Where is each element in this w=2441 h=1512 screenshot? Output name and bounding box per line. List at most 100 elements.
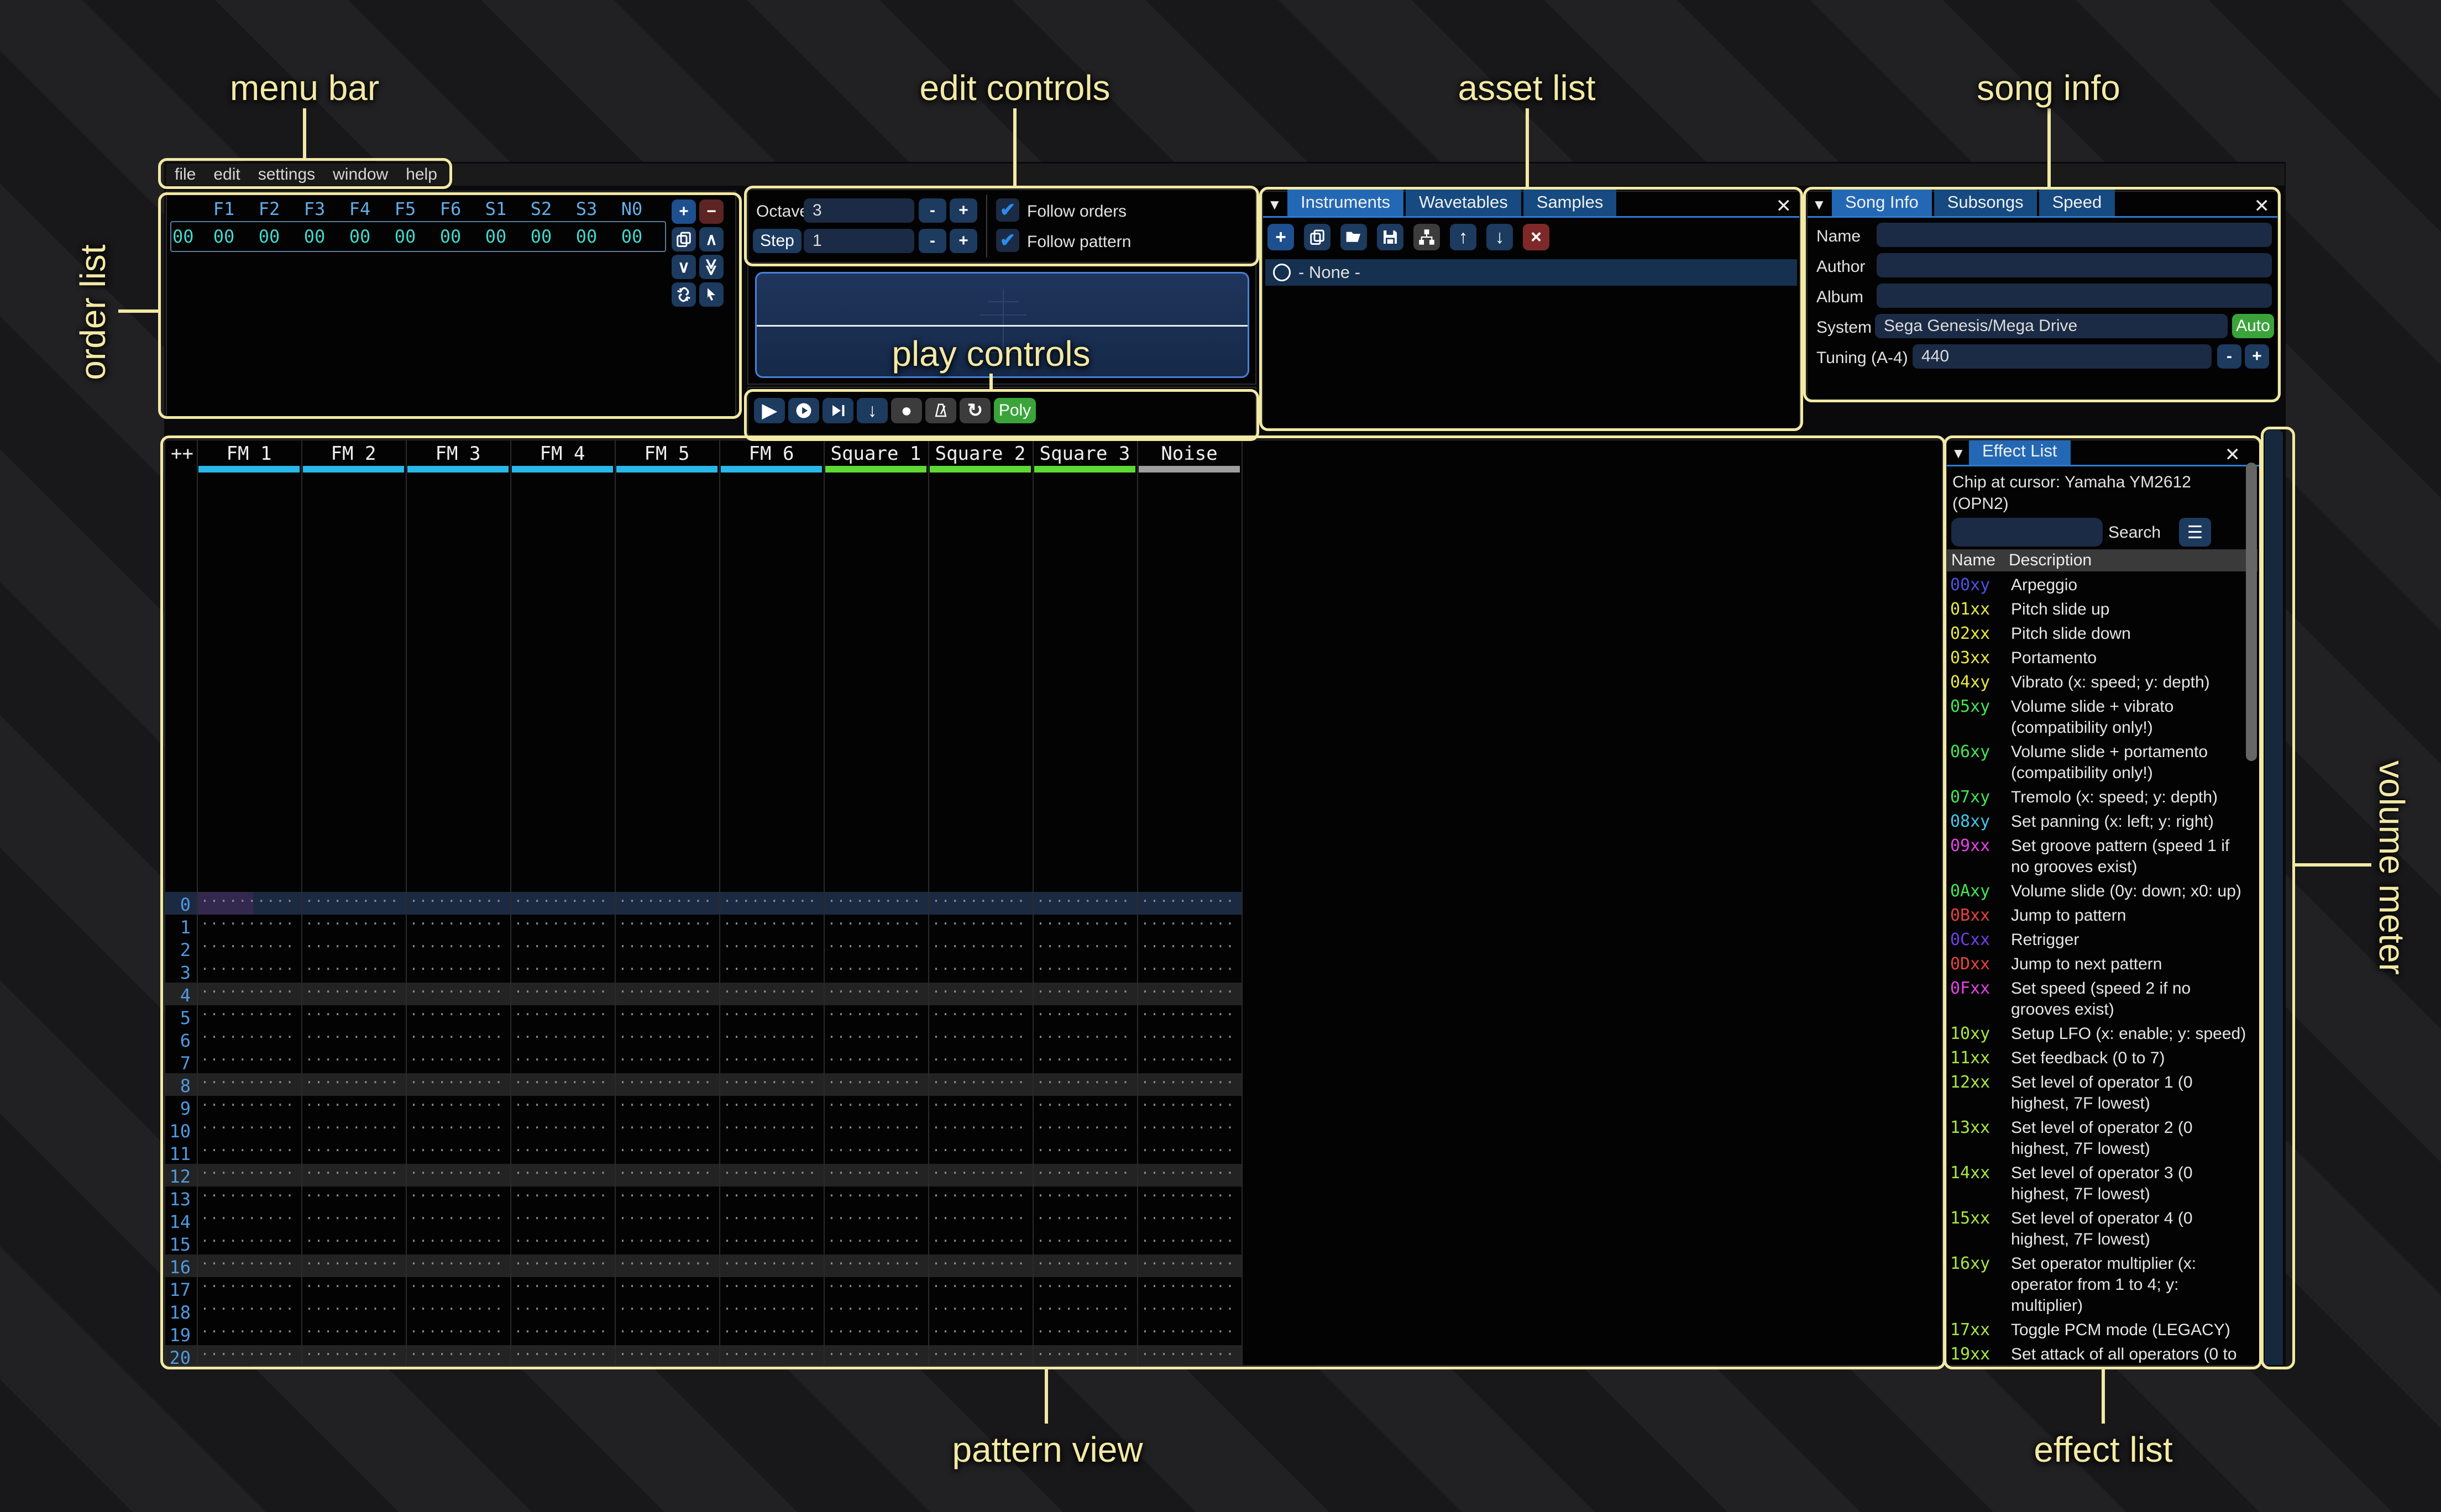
pattern-cell[interactable]: ··········· — [1141, 916, 1238, 932]
effect-row-01xx[interactable]: 01xx Pitch slide up — [1947, 597, 2250, 622]
pattern-cell[interactable]: ··········· — [305, 1074, 402, 1090]
pattern-cell[interactable]: ··········· — [932, 1210, 1029, 1226]
pattern-cell[interactable]: ··········· — [410, 1074, 507, 1090]
pattern-cell[interactable]: ··········· — [1036, 1346, 1134, 1362]
pattern-cell[interactable]: ··········· — [932, 1324, 1029, 1340]
pattern-cell[interactable]: ··········· — [932, 1006, 1029, 1022]
pattern-cursor-cell[interactable] — [197, 892, 253, 915]
save-asset-button[interactable] — [1377, 224, 1403, 250]
pattern-cell[interactable]: ··········· — [410, 1120, 507, 1136]
effect-row-17xx[interactable]: 17xx Toggle PCM mode (LEGACY) — [1947, 1318, 2250, 1342]
pattern-cell[interactable]: ··········· — [1141, 1097, 1238, 1113]
pattern-cell[interactable]: ··········· — [1036, 893, 1134, 909]
pattern-cell[interactable]: ··········· — [1036, 961, 1134, 977]
octave-plus-button[interactable]: + — [950, 198, 977, 223]
add-order-button[interactable]: + — [672, 200, 696, 224]
menu-item-help[interactable]: help — [406, 165, 437, 183]
pattern-cell[interactable]: ··········· — [410, 1029, 507, 1045]
effect-row-07xy[interactable]: 07xy Tremolo (x: speed; y: depth) — [1947, 785, 2250, 810]
pattern-cell[interactable]: ··········· — [932, 1052, 1029, 1068]
pattern-cell[interactable]: ··········· — [1036, 1052, 1134, 1068]
pattern-cell[interactable]: ··········· — [932, 916, 1029, 932]
pattern-cell[interactable]: ··········· — [514, 893, 611, 909]
order-cell[interactable]: 00 — [394, 226, 416, 247]
pattern-cell[interactable]: ··········· — [514, 916, 611, 932]
pattern-cell[interactable]: ··········· — [305, 1256, 402, 1272]
effect-row-16xy[interactable]: 16xy Set operator multiplier (x: operator… — [1947, 1252, 2250, 1318]
step-minus-button[interactable]: - — [919, 229, 946, 253]
pattern-cell[interactable]: ··········· — [201, 1233, 298, 1249]
system-input[interactable] — [1875, 314, 2228, 338]
pattern-cell[interactable]: ··········· — [514, 961, 611, 977]
channel-header-noise[interactable]: Noise — [1161, 443, 1218, 465]
pattern-cell[interactable]: ··········· — [1141, 893, 1238, 909]
pattern-cell[interactable]: ··········· — [932, 1142, 1029, 1158]
pattern-cell[interactable]: ··········· — [827, 1324, 925, 1340]
pattern-cell[interactable]: ··········· — [305, 1097, 402, 1113]
effect-row-11xx[interactable]: 11xx Set feedback (0 to 7) — [1947, 1046, 2250, 1070]
pattern-cell[interactable]: ··········· — [305, 1120, 402, 1136]
close-icon[interactable]: ✕ — [1775, 196, 1792, 217]
effect-search-input[interactable] — [1951, 518, 2103, 547]
order-row-index[interactable]: 00 — [172, 226, 194, 247]
metronome-button[interactable] — [925, 398, 956, 423]
pattern-cell[interactable]: ··········· — [201, 1074, 298, 1090]
pattern-cell[interactable]: ··········· — [932, 1165, 1029, 1181]
pattern-cell[interactable]: ··········· — [201, 1210, 298, 1226]
pattern-cell[interactable]: ··········· — [723, 984, 820, 1000]
pattern-cell[interactable]: ··········· — [932, 1074, 1029, 1090]
pattern-cell[interactable]: ··········· — [723, 1006, 820, 1022]
effect-row-08xy[interactable]: 08xy Set panning (x: left; y: right) — [1947, 810, 2250, 834]
pattern-cell[interactable]: ··········· — [305, 1346, 402, 1362]
pattern-cell[interactable]: ··········· — [827, 984, 925, 1000]
duplicate-asset-button[interactable] — [1304, 224, 1330, 250]
pattern-cell[interactable]: ··········· — [410, 1142, 507, 1158]
pattern-cell[interactable]: ··········· — [410, 1256, 507, 1272]
pattern-cell[interactable]: ··········· — [410, 1346, 507, 1362]
pattern-cell[interactable]: ··········· — [1036, 1188, 1134, 1204]
effect-row-02xx[interactable]: 02xx Pitch slide down — [1947, 622, 2250, 646]
effect-row-03xx[interactable]: 03xx Portamento — [1947, 646, 2250, 670]
pattern-cell[interactable]: ··········· — [1141, 1256, 1238, 1272]
pattern-cell[interactable]: ··········· — [619, 984, 716, 1000]
pattern-cell[interactable]: ··········· — [305, 1006, 402, 1022]
pattern-cell[interactable]: ··········· — [410, 1233, 507, 1249]
pattern-cell[interactable]: ··········· — [827, 1256, 925, 1272]
song-name-input[interactable] — [1877, 223, 2272, 247]
pattern-cell[interactable]: ··········· — [723, 961, 820, 977]
pattern-cell[interactable]: ··········· — [514, 1006, 611, 1022]
pattern-cell[interactable]: ··········· — [410, 1006, 507, 1022]
pattern-cell[interactable]: ··········· — [1141, 1165, 1238, 1181]
tab-speed[interactable]: Speed — [2039, 188, 2115, 216]
pattern-cell[interactable]: ··········· — [1141, 984, 1238, 1000]
pattern-cell[interactable]: ··········· — [410, 961, 507, 977]
pattern-cell[interactable]: ··········· — [619, 1324, 716, 1340]
remove-order-button[interactable]: − — [699, 200, 724, 224]
pattern-cell[interactable]: ··········· — [1036, 1029, 1134, 1045]
tab-wavetables[interactable]: Wavetables — [1405, 188, 1521, 216]
pattern-cell[interactable]: ··········· — [1141, 1346, 1238, 1362]
pattern-cell[interactable]: ··········· — [305, 1052, 402, 1068]
pattern-cell[interactable]: ··········· — [619, 1029, 716, 1045]
pattern-cell[interactable]: ··········· — [410, 1052, 507, 1068]
pattern-cell[interactable]: ··········· — [1141, 1278, 1238, 1294]
pattern-cell[interactable]: ··········· — [201, 938, 298, 954]
pattern-cell[interactable]: ··········· — [305, 1029, 402, 1045]
channel-header-fm-3[interactable]: FM 3 — [435, 443, 481, 465]
effect-list-options-button[interactable]: ☰ — [2179, 518, 2211, 547]
pattern-cell[interactable]: ··········· — [305, 1278, 402, 1294]
pattern-cell[interactable]: ··········· — [932, 1278, 1029, 1294]
pattern-cell[interactable]: ··········· — [1036, 1301, 1134, 1317]
pattern-cell[interactable]: ··········· — [932, 1256, 1029, 1272]
effect-row-13xx[interactable]: 13xx Set level of operator 2 (0 highest, … — [1947, 1116, 2250, 1161]
pattern-cell[interactable]: ··········· — [410, 938, 507, 954]
pattern-cell[interactable]: ··········· — [619, 938, 716, 954]
pattern-cell[interactable]: ··········· — [201, 1346, 298, 1362]
poly-mono-toggle-button[interactable]: Poly — [994, 398, 1036, 423]
pattern-cell[interactable]: ··········· — [932, 1120, 1029, 1136]
order-cell[interactable]: 00 — [621, 226, 643, 247]
duplicate-order-end-button[interactable]: ≫ — [699, 255, 724, 279]
tab-song-info[interactable]: Song Info — [1832, 188, 1932, 216]
pattern-cell[interactable]: ··········· — [201, 1120, 298, 1136]
pattern-cell[interactable]: ··········· — [201, 1052, 298, 1068]
